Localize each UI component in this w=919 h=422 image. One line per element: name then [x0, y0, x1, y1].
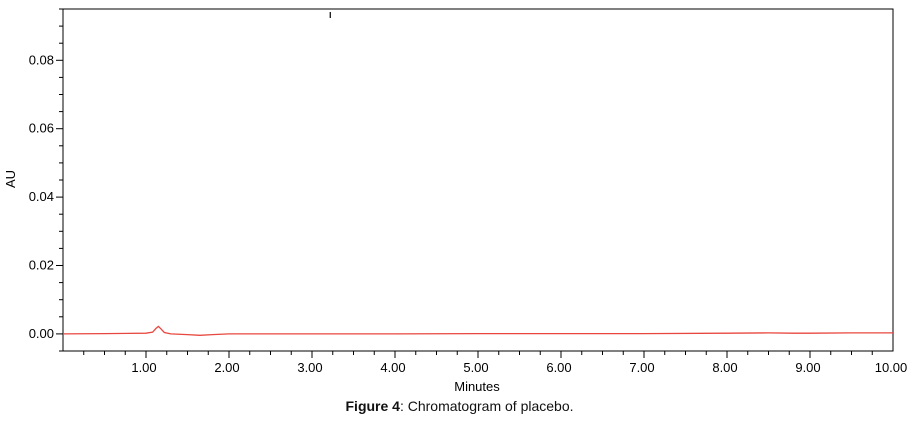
x-tick-label: 4.00	[380, 360, 405, 375]
x-tick-label: 5.00	[463, 360, 488, 375]
x-tick-label: 10.00	[875, 360, 908, 375]
figure-label: Figure 4	[345, 398, 400, 414]
y-tick-label: 0.08	[29, 52, 54, 67]
x-tick-label: 8.00	[712, 360, 737, 375]
y-tick-label: 0.02	[29, 258, 54, 273]
figure-caption: Figure 4: Chromatogram of placebo.	[0, 398, 919, 414]
plot-frame	[62, 8, 894, 352]
y-tick-label: 0.06	[29, 121, 54, 136]
x-tick-label: 6.00	[546, 360, 571, 375]
x-tick-label: 9.00	[795, 360, 820, 375]
x-tick-label: 1.00	[131, 360, 156, 375]
y-tick-label: 0.00	[29, 326, 54, 341]
figure-caption-text: : Chromatogram of placebo.	[399, 398, 574, 414]
x-tick-label: 2.00	[214, 360, 239, 375]
x-tick-label: 3.00	[297, 360, 322, 375]
y-axis-label: AU	[3, 170, 18, 188]
x-tick-label: 7.00	[629, 360, 654, 375]
x-axis-label: Minutes	[454, 379, 500, 394]
plot-area: 1.00 2.00 3.00 4.00 5.00 6.00 7.00 8.00 9.00 10.0…	[29, 8, 908, 375]
y-tick-label: 0.04	[29, 189, 54, 204]
chromatogram-trace	[62, 325, 893, 336]
